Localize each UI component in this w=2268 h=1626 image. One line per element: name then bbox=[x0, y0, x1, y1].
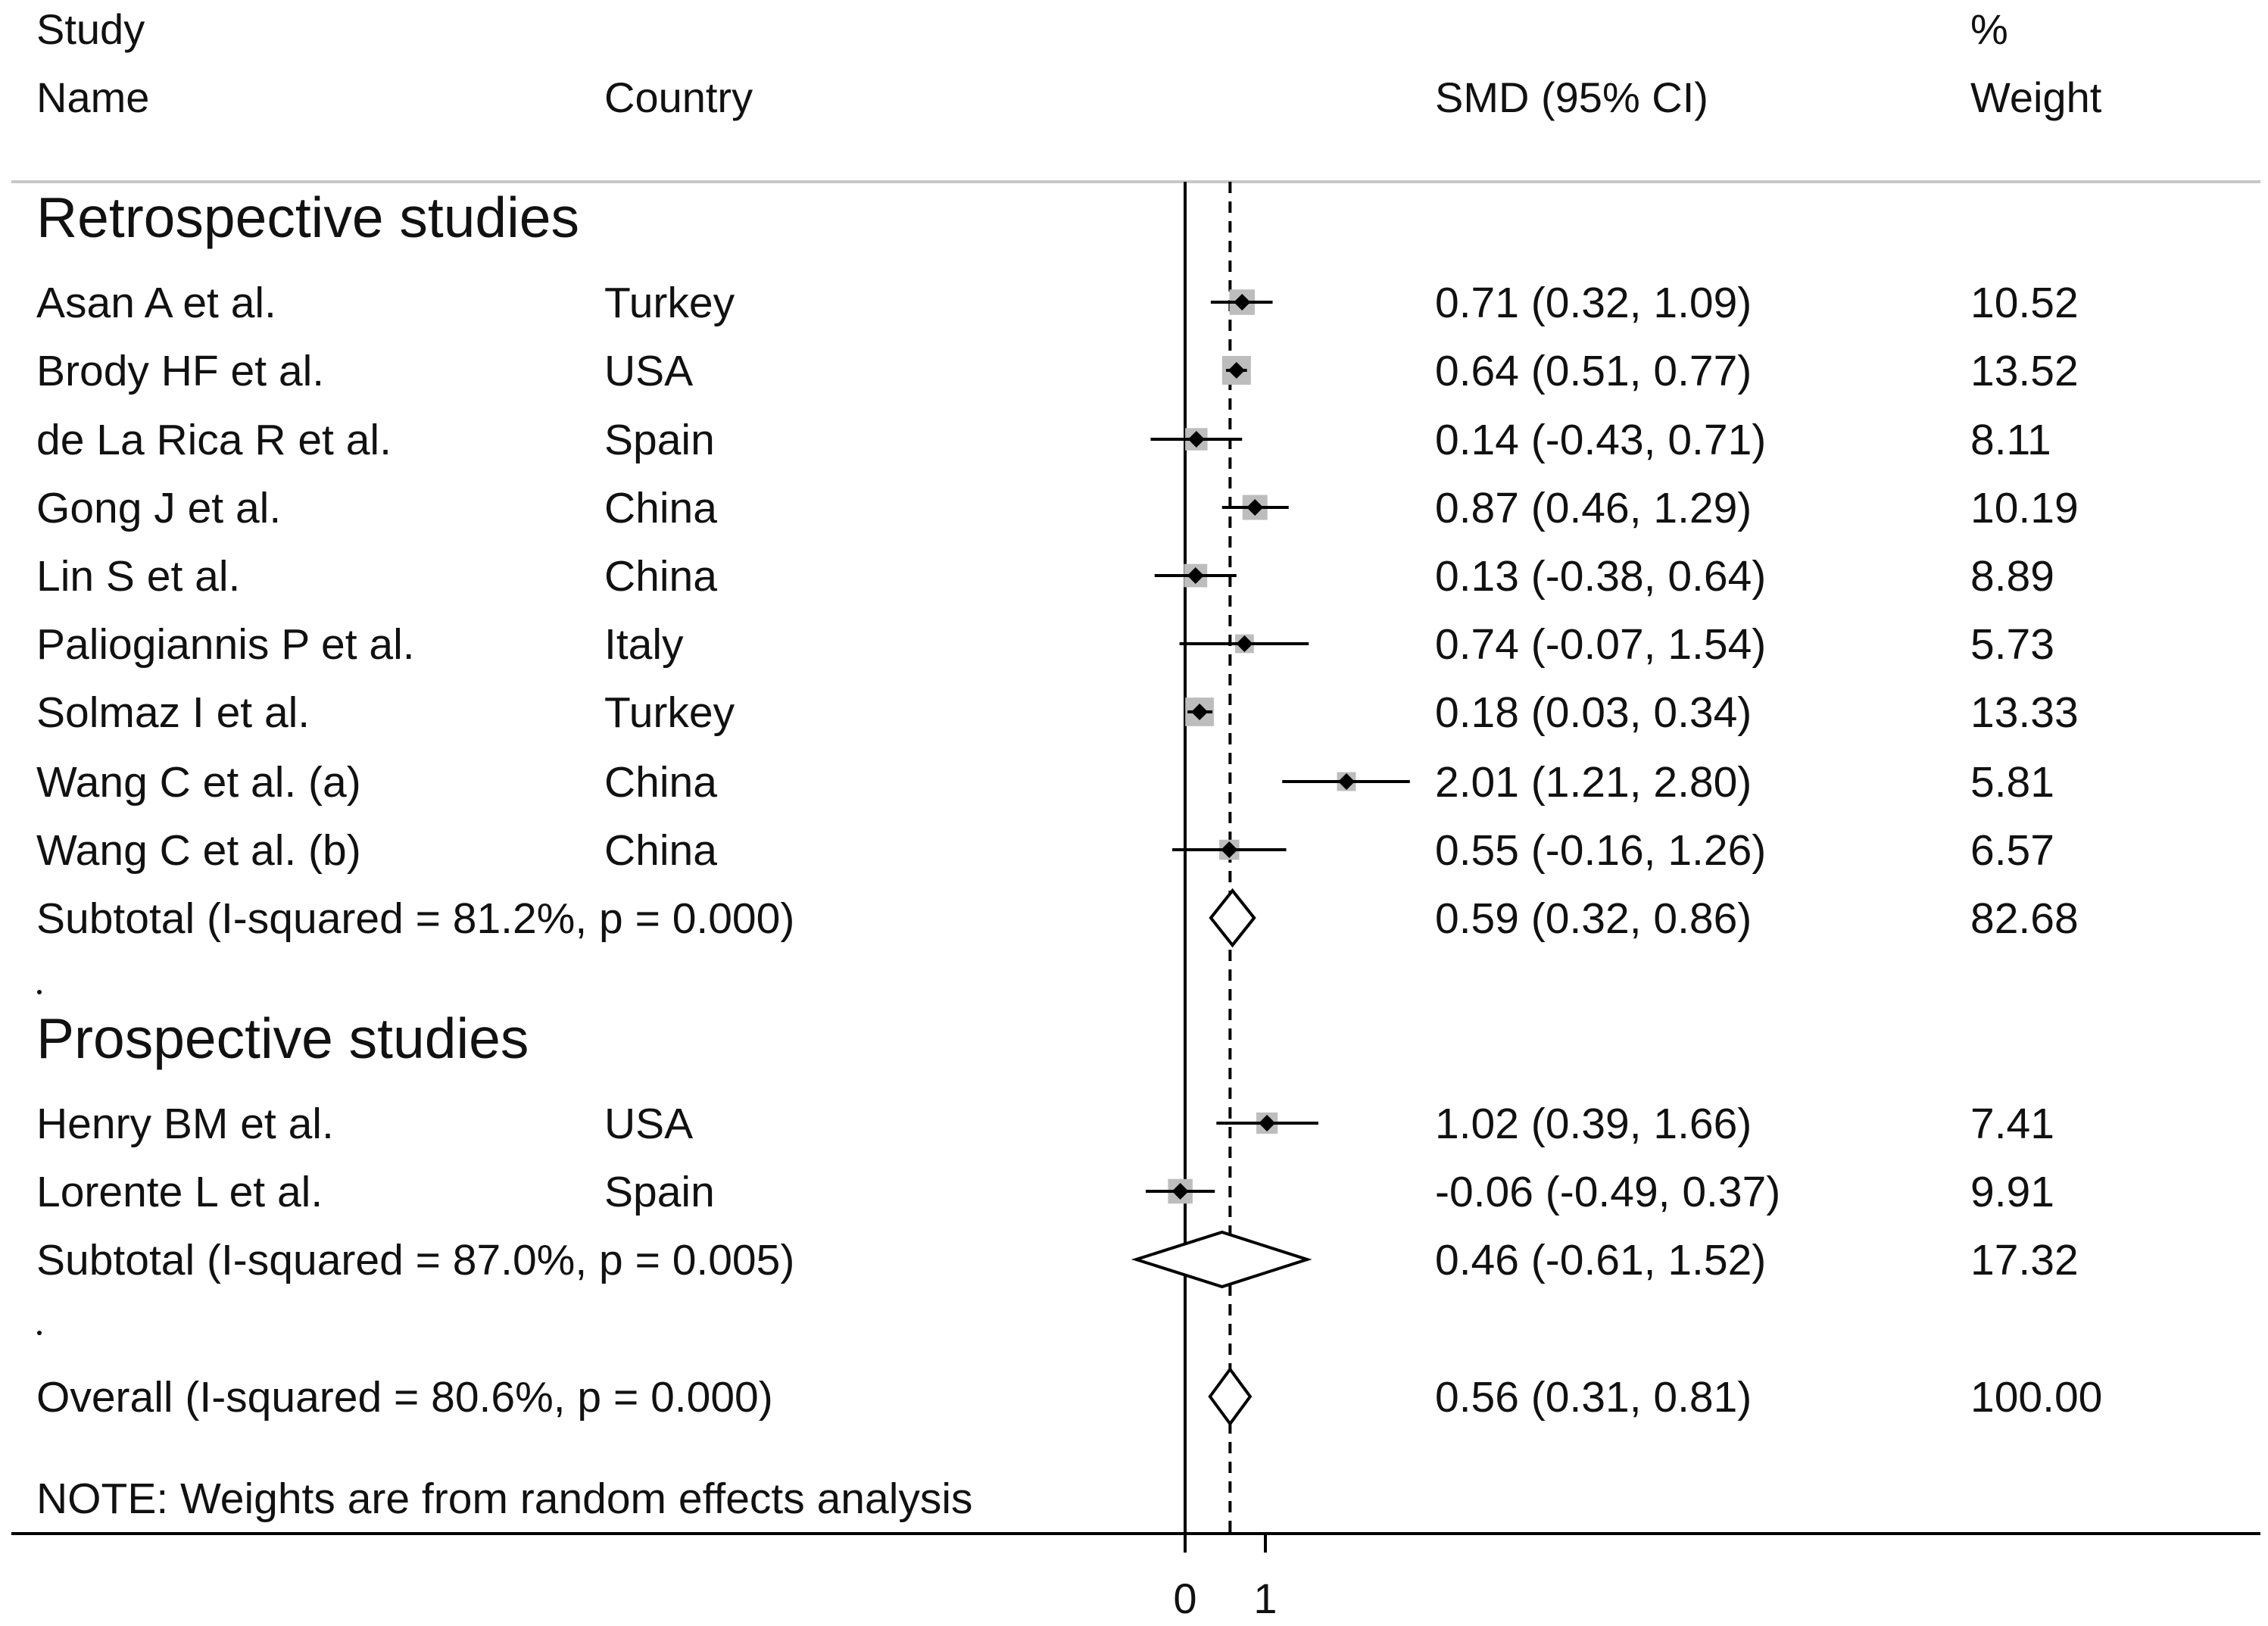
point-estimate bbox=[1171, 1183, 1189, 1200]
point-estimate bbox=[1246, 499, 1264, 516]
study-name: Brody HF et al. bbox=[36, 347, 324, 395]
study-weight: 8.89 bbox=[1970, 552, 2054, 601]
study-ci: 0.71 (0.32, 1.09) bbox=[1435, 279, 1752, 327]
study-weight: 10.52 bbox=[1970, 279, 2079, 327]
group-title: Prospective studies bbox=[36, 1006, 529, 1070]
study-country: USA bbox=[604, 347, 693, 395]
subtotal-ci: 0.59 (0.32, 0.86) bbox=[1435, 894, 1752, 943]
study-ci: 0.14 (-0.43, 0.71) bbox=[1435, 416, 1766, 464]
study-country: China bbox=[604, 826, 717, 875]
study-name: Henry BM et al. bbox=[36, 1100, 334, 1148]
study-name: Lorente L et al. bbox=[36, 1168, 323, 1216]
study-ci: 0.55 (-0.16, 1.26) bbox=[1435, 826, 1766, 875]
subtotal-diamond bbox=[1131, 1230, 1312, 1289]
study-country: Italy bbox=[604, 620, 684, 669]
study-country: Turkey bbox=[604, 279, 735, 327]
study-name: Paliogiannis P et al. bbox=[36, 620, 415, 669]
study-country: China bbox=[604, 552, 717, 601]
weights-note: NOTE: Weights are from random effects an… bbox=[36, 1475, 973, 1523]
x-tick-label-1: 1 bbox=[1253, 1575, 1277, 1622]
header-country: Country bbox=[604, 73, 753, 121]
point-estimate bbox=[1221, 841, 1238, 858]
header-study-line1: Study bbox=[36, 5, 145, 53]
study-country: China bbox=[604, 758, 717, 807]
study-weight: 8.11 bbox=[1970, 416, 2051, 464]
overall-label: Overall (I-squared = 80.6%, p = 0.000) bbox=[36, 1373, 773, 1422]
point-estimate bbox=[1191, 704, 1209, 720]
study-ci: 0.87 (0.46, 1.29) bbox=[1435, 484, 1752, 532]
study-weight: 13.52 bbox=[1970, 347, 2079, 395]
forest-rows: Retrospective studies Asan A et al. Turkey… bbox=[36, 186, 2102, 1427]
study-ci: 0.13 (-0.38, 0.64) bbox=[1435, 552, 1766, 601]
study-name: Gong J et al. bbox=[36, 484, 281, 532]
header-smd: SMD (95% CI) bbox=[1435, 73, 1708, 121]
subtotal-diamond bbox=[1209, 888, 1256, 948]
point-estimate bbox=[1187, 567, 1204, 584]
header-weight-line1: % bbox=[1970, 5, 2008, 53]
study-name: Solmaz I et al. bbox=[36, 688, 310, 737]
separator-dot bbox=[37, 990, 42, 994]
study-country: Spain bbox=[604, 1168, 715, 1216]
point-estimate bbox=[1236, 635, 1253, 652]
subtotal-label: Subtotal (I-squared = 81.2%, p = 0.000) bbox=[36, 894, 794, 943]
group-title: Retrospective studies bbox=[36, 186, 579, 249]
point-estimate bbox=[1187, 431, 1205, 448]
study-name: Lin S et al. bbox=[36, 552, 240, 601]
point-estimate bbox=[1338, 773, 1355, 790]
study-weight: 6.57 bbox=[1970, 826, 2054, 875]
study-name: de La Rica R et al. bbox=[36, 416, 392, 464]
study-ci: 0.18 (0.03, 0.34) bbox=[1435, 688, 1752, 737]
study-weight: 5.73 bbox=[1970, 620, 2054, 669]
study-weight: 5.81 bbox=[1970, 758, 2054, 807]
point-estimate bbox=[1259, 1115, 1276, 1131]
header-study-line2: Name bbox=[36, 73, 149, 121]
point-estimate bbox=[1234, 294, 1251, 311]
subtotal-weight: 82.68 bbox=[1970, 894, 2079, 943]
study-weight: 13.33 bbox=[1970, 688, 2079, 737]
study-name: Asan A et al. bbox=[36, 279, 276, 327]
study-country: USA bbox=[604, 1100, 693, 1148]
study-country: Spain bbox=[604, 416, 715, 464]
subtotal-label: Subtotal (I-squared = 87.0%, p = 0.005) bbox=[36, 1236, 794, 1284]
overall-diamond bbox=[1208, 1366, 1253, 1427]
x-tick-label-0: 0 bbox=[1173, 1575, 1196, 1622]
overall-ci: 0.56 (0.31, 0.81) bbox=[1435, 1373, 1752, 1422]
study-name: Wang C et al. (b) bbox=[36, 826, 361, 875]
subtotal-ci: 0.46 (-0.61, 1.52) bbox=[1435, 1236, 1766, 1284]
header-weight-line2: Weight bbox=[1970, 73, 2102, 121]
study-ci: 2.01 (1.21, 2.80) bbox=[1435, 758, 1752, 807]
study-country: China bbox=[604, 484, 717, 532]
study-weight: 10.19 bbox=[1970, 484, 2079, 532]
study-name: Wang C et al. (a) bbox=[36, 758, 361, 807]
point-estimate bbox=[1228, 362, 1245, 379]
study-weight: 9.91 bbox=[1970, 1168, 2054, 1216]
study-country: Turkey bbox=[604, 688, 735, 737]
study-ci: -0.06 (-0.49, 0.37) bbox=[1435, 1168, 1780, 1216]
separator-dot bbox=[37, 1331, 42, 1335]
subtotal-weight: 17.32 bbox=[1970, 1236, 2079, 1284]
study-ci: 1.02 (0.39, 1.66) bbox=[1435, 1100, 1752, 1148]
study-ci: 0.74 (-0.07, 1.54) bbox=[1435, 620, 1766, 669]
study-ci: 0.64 (0.51, 0.77) bbox=[1435, 347, 1752, 395]
overall-weight: 100.00 bbox=[1970, 1373, 2102, 1422]
study-weight: 7.41 bbox=[1970, 1100, 2054, 1148]
